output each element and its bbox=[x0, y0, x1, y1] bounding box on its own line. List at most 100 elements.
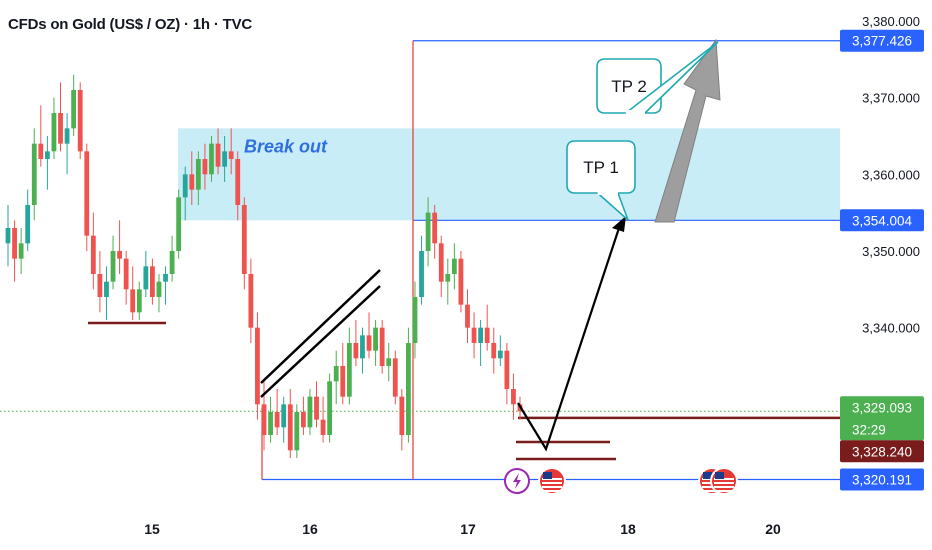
price-tag-label: 3,329.093 bbox=[852, 400, 912, 415]
candle-body bbox=[445, 274, 451, 282]
candle bbox=[451, 243, 457, 290]
candle-body bbox=[511, 389, 516, 405]
event-us-1 bbox=[538, 467, 566, 495]
candle-body bbox=[38, 143, 44, 159]
candle bbox=[406, 327, 411, 443]
time-tick-label: 16 bbox=[302, 521, 318, 537]
candle bbox=[241, 197, 247, 290]
candle-body bbox=[176, 197, 182, 251]
price-tag: 3,354.004 bbox=[840, 209, 924, 232]
price-tags-layer: 3,377.426 3,354.004 3,329.093 32:29 3,328.24… bbox=[840, 29, 924, 491]
callout-label: TP 1 bbox=[583, 158, 619, 177]
candle-body bbox=[399, 396, 405, 435]
callout-label: TP 2 bbox=[611, 77, 647, 96]
price-tag-countdown: 32:29 bbox=[852, 422, 886, 437]
lightning-icon bbox=[513, 473, 521, 489]
price-tag: 3,320.191 bbox=[840, 468, 924, 491]
candle-body bbox=[12, 228, 17, 259]
candle bbox=[136, 281, 142, 320]
flag-canton bbox=[715, 472, 724, 479]
price-tag-box bbox=[840, 209, 924, 232]
time-axis[interactable]: 15 16 17 18 20 bbox=[144, 521, 781, 537]
time-tick-label: 17 bbox=[460, 521, 476, 537]
candle-body bbox=[406, 343, 411, 435]
candle bbox=[392, 350, 398, 405]
candle-body bbox=[228, 151, 234, 159]
candle-body bbox=[484, 327, 490, 343]
price-tag-box bbox=[840, 468, 924, 491]
candle bbox=[366, 312, 372, 359]
candle-body bbox=[379, 327, 385, 366]
candle-body bbox=[353, 343, 359, 359]
tp2-arrow bbox=[654, 38, 721, 223]
candle bbox=[373, 320, 378, 366]
candle-body bbox=[136, 289, 142, 313]
flag-canton bbox=[543, 472, 552, 479]
candle-body bbox=[44, 151, 50, 159]
candlestick-series bbox=[5, 74, 523, 458]
candle bbox=[235, 151, 241, 221]
candle-body bbox=[90, 235, 96, 274]
candle-body bbox=[117, 251, 122, 259]
candle bbox=[123, 251, 129, 305]
flag-stripe bbox=[714, 482, 734, 484]
candle-body bbox=[346, 343, 352, 397]
candle-body bbox=[386, 358, 392, 366]
candle-body bbox=[491, 343, 497, 359]
candle bbox=[156, 274, 162, 313]
candle bbox=[215, 128, 221, 175]
time-tick-label: 18 bbox=[620, 521, 636, 537]
candle bbox=[471, 312, 477, 359]
candle-body bbox=[274, 412, 280, 428]
candle-body bbox=[58, 113, 63, 144]
flag-stripe bbox=[714, 486, 734, 488]
price-tag-box bbox=[840, 440, 924, 463]
candle-body bbox=[209, 143, 214, 175]
candle bbox=[104, 266, 109, 320]
candle-body bbox=[497, 350, 503, 359]
candle bbox=[202, 143, 208, 190]
candle bbox=[386, 343, 392, 382]
candle-body bbox=[51, 113, 57, 152]
candle-body bbox=[281, 404, 287, 428]
candle bbox=[58, 82, 63, 152]
trend-channel-upper bbox=[260, 269, 381, 384]
candle-body bbox=[25, 205, 31, 244]
candle bbox=[445, 258, 451, 305]
candle bbox=[412, 281, 418, 359]
candle-body bbox=[360, 335, 365, 359]
candle bbox=[346, 327, 352, 405]
candle-body bbox=[320, 419, 326, 435]
candle bbox=[300, 396, 306, 435]
candle bbox=[150, 258, 155, 305]
candle-body bbox=[222, 151, 228, 167]
price-tag: 3,329.093 32:29 bbox=[840, 396, 924, 441]
price-axis[interactable]: 3,380.000 3,370.000 3,360.000 3,350.000 3,34… bbox=[862, 14, 920, 336]
candle-body bbox=[241, 205, 247, 274]
candle-body bbox=[97, 274, 103, 297]
candle bbox=[44, 136, 50, 190]
candle-body bbox=[156, 281, 162, 297]
candle-body bbox=[268, 412, 273, 435]
candle-body bbox=[300, 412, 306, 428]
candle-body bbox=[294, 412, 300, 451]
candle-body bbox=[150, 266, 155, 297]
candle-body bbox=[478, 327, 484, 343]
candle bbox=[307, 389, 313, 435]
price-tick-label: 3,360.000 bbox=[862, 167, 920, 182]
candle-body bbox=[84, 151, 90, 236]
candle bbox=[360, 327, 365, 374]
candle-body bbox=[432, 212, 438, 244]
candle-body bbox=[215, 143, 221, 167]
breakout-zone-layer: Break out bbox=[178, 128, 840, 221]
candle bbox=[176, 189, 182, 259]
candle bbox=[51, 97, 57, 159]
candle bbox=[143, 251, 149, 297]
candle bbox=[320, 396, 326, 443]
candle bbox=[281, 396, 287, 443]
candle bbox=[255, 312, 260, 420]
flag-stripe bbox=[702, 490, 722, 492]
candle bbox=[84, 143, 90, 251]
candle bbox=[419, 235, 424, 305]
